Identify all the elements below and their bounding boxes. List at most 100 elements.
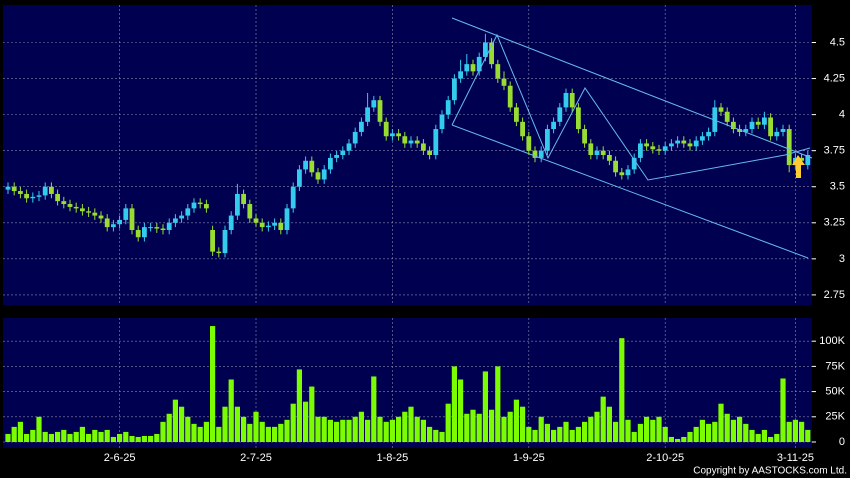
candle-body (80, 208, 85, 212)
volume-bar (520, 406, 526, 442)
volume-bar (303, 401, 309, 442)
volume-bar (445, 403, 451, 442)
candle-body (129, 208, 135, 230)
candle-body (315, 172, 321, 180)
y-tick-label: 100K (819, 335, 845, 347)
volume-bar (786, 421, 792, 442)
candle-body (402, 136, 408, 144)
candle-body (377, 100, 383, 122)
volume-bar (408, 406, 414, 442)
volume-bar (693, 426, 699, 442)
candle-body (73, 206, 79, 209)
candle-body (86, 211, 91, 213)
candle-body (297, 169, 302, 187)
candle-body (526, 136, 532, 151)
candle-body (669, 143, 674, 147)
volume-bar (334, 421, 340, 442)
volume-bar (30, 429, 36, 442)
volume-bar (619, 338, 625, 442)
volume-bar (507, 411, 513, 442)
volume-bar (371, 376, 377, 442)
candle-body (532, 150, 538, 158)
volume-bar (637, 423, 643, 442)
volume-bar (86, 433, 92, 442)
candle-body (235, 193, 240, 216)
y-tick-label: 4.5 (830, 36, 845, 48)
volume-bar (588, 416, 594, 442)
candle-body (743, 129, 749, 132)
candle-body (569, 92, 575, 108)
candle-body (303, 160, 308, 170)
volume-bar (402, 411, 408, 442)
volume-bar (805, 429, 811, 442)
y-tick-label: 2.75 (824, 289, 845, 301)
volume-bar (48, 433, 54, 442)
volume-bar (600, 396, 606, 442)
candle-body (278, 222, 284, 230)
candle-body (352, 131, 358, 144)
x-tick-label: 2-10-25 (646, 452, 684, 464)
volume-bar (290, 403, 296, 442)
volume-bar (234, 406, 240, 442)
candle-body (427, 150, 432, 155)
y-tick-label: 75K (825, 360, 845, 372)
volume-bar (706, 423, 712, 442)
volume-bar (712, 421, 718, 442)
candle-body (284, 208, 290, 230)
y-tick-label: 4 (839, 109, 845, 121)
volume-bar (625, 419, 631, 442)
candle-body (520, 121, 525, 137)
volume-bar (104, 429, 110, 442)
candle-body (687, 143, 693, 147)
volume-bar (79, 426, 85, 442)
volume-bar (792, 419, 798, 442)
volume-bar (476, 413, 482, 442)
candle-body (148, 227, 153, 229)
volume-bar (743, 423, 749, 442)
x-tick-label: 1-9-25 (513, 452, 545, 464)
candle-body (464, 64, 470, 72)
volume-bar (668, 436, 674, 442)
volume-bar (656, 416, 662, 442)
candle-body (700, 136, 705, 141)
volume-bar (761, 429, 767, 442)
candle-body (24, 193, 29, 199)
volume-bar (396, 416, 402, 442)
volume-bar (613, 421, 619, 442)
candle-body (36, 195, 42, 197)
volume-bar (265, 426, 271, 442)
candle-body (514, 107, 519, 122)
volume-bar (482, 371, 488, 442)
x-tick-label: 2-7-25 (240, 452, 272, 464)
candle-body (439, 114, 445, 130)
candle-body (619, 172, 625, 176)
candle-body (371, 100, 377, 108)
candle-body (563, 92, 569, 108)
candle-body (582, 129, 587, 144)
candle-body (49, 186, 54, 194)
volume-bar (451, 366, 457, 442)
y-tick-label: 50K (825, 385, 845, 397)
x-tick-label: 1-8-25 (377, 452, 409, 464)
candle-body (98, 215, 104, 219)
arrow (792, 155, 805, 178)
volume-bar (247, 423, 253, 442)
volume-bar (135, 436, 141, 442)
candle-body (92, 212, 98, 216)
volume-bar (11, 426, 17, 442)
volume-bar (166, 413, 172, 442)
volume-bar (55, 431, 61, 442)
candle-body (631, 157, 637, 170)
volume-bar (532, 429, 538, 442)
volume-bar (718, 403, 724, 442)
volume-bar (222, 406, 228, 442)
channel-lower (451, 124, 809, 259)
volume-bar (365, 419, 371, 442)
volume-bar (309, 386, 315, 442)
candle-body (675, 140, 680, 144)
volume-bar (383, 421, 389, 442)
candle-body (681, 140, 687, 144)
candle-body (117, 219, 122, 225)
volume-bar (228, 379, 234, 442)
